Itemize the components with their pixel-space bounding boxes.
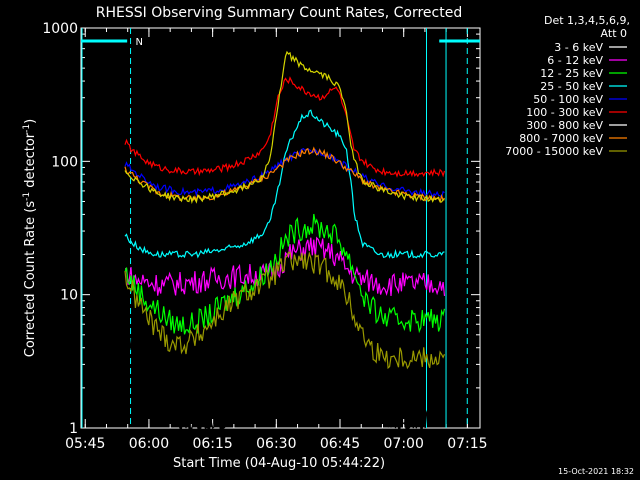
series-line-9 — [124, 50, 445, 205]
y-tick-label-2: 100 — [51, 154, 78, 170]
y-axis-label: Corrected Count Rate (s-1 detector-1) — [22, 119, 38, 357]
series-line-7 — [124, 146, 445, 204]
legend-label-5: 100 - 300 keV — [526, 106, 603, 119]
axes-frame — [80, 27, 481, 429]
x-tick-label-4: 06:45 — [320, 436, 360, 452]
x-tick-label-5: 07:00 — [384, 436, 424, 452]
night-marker-label: N — [136, 37, 143, 48]
x-tick-label-2: 06:15 — [192, 436, 232, 452]
y-tick-label-3: 1000 — [42, 21, 78, 37]
legend-label-1: 6 - 12 keV — [547, 54, 603, 67]
footer-date: 15-Oct-2021 18:32 — [558, 467, 634, 476]
y-axis-label-mid: detector — [23, 132, 38, 192]
chart-title: RHESSI Observing Summary Count Rates, Co… — [96, 5, 462, 21]
series-line-3 — [124, 109, 445, 259]
axis-ticks: 05:45 06:00 06:15 06:30 06:45 07:00 07:15 1 10 10… — [42, 21, 487, 452]
legend-label-2: 12 - 25 keV — [540, 67, 603, 80]
series-line-2 — [124, 213, 446, 335]
legend-header-attenuator: Att 0 — [601, 27, 627, 40]
x-tick-label-1: 06:00 — [129, 436, 169, 452]
series-line-5 — [124, 76, 446, 178]
observation-markers: N — [81, 28, 480, 428]
y-axis-label-end: ) — [23, 119, 38, 124]
plot-frame — [80, 27, 481, 429]
x-tick-label-0: 05:45 — [65, 436, 105, 452]
x-tick-label-3: 06:30 — [256, 436, 296, 452]
legend-label-6: 300 - 800 keV — [526, 119, 603, 132]
legend-label-7: 800 - 7000 keV — [519, 132, 603, 145]
y-tick-label-1: 10 — [60, 288, 78, 304]
x-axis-label: Start Time (04-Aug-10 05:44:22) — [173, 456, 385, 471]
x-tick-label-6: 07:15 — [447, 436, 487, 452]
y-tick-label-0: 1 — [69, 421, 78, 437]
y-axis-label-exp1: -1 — [22, 192, 32, 201]
legend-header-detectors: Det 1,3,4,5,6,9, — [544, 14, 630, 27]
legend-label-3: 25 - 50 keV — [540, 80, 603, 93]
legend-label-0: 3 - 6 keV — [554, 41, 603, 54]
legend-label-4: 50 - 100 keV — [533, 93, 603, 106]
y-axis-label-main: Corrected Count Rate (s — [23, 201, 38, 358]
y-axis-label-exp2: -1 — [22, 124, 32, 133]
series-line-0 — [124, 270, 446, 430]
series-line-8 — [124, 251, 446, 370]
series-lines — [124, 50, 446, 430]
legend-label-8: 7000 - 15000 keV — [505, 145, 603, 158]
